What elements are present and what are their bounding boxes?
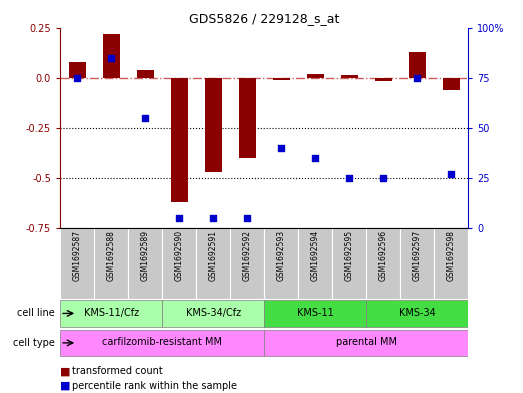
FancyBboxPatch shape [400, 228, 434, 299]
Text: cell type: cell type [13, 338, 55, 348]
Bar [69, 62, 86, 78]
Text: GSM1692591: GSM1692591 [209, 230, 218, 281]
FancyBboxPatch shape [94, 228, 128, 299]
Text: carfilzomib-resistant MM: carfilzomib-resistant MM [102, 337, 222, 347]
Bar [204, 78, 222, 172]
Text: KMS-34: KMS-34 [399, 308, 436, 318]
Point [413, 75, 422, 81]
FancyBboxPatch shape [162, 228, 196, 299]
FancyBboxPatch shape [60, 228, 94, 299]
FancyBboxPatch shape [298, 228, 332, 299]
Text: GSM1692598: GSM1692598 [447, 230, 456, 281]
Point [107, 55, 116, 61]
Bar [238, 78, 256, 158]
Point [243, 215, 252, 221]
Text: GSM1692593: GSM1692593 [277, 230, 286, 281]
FancyBboxPatch shape [366, 300, 468, 327]
Text: percentile rank within the sample: percentile rank within the sample [72, 381, 236, 391]
Point [175, 215, 184, 221]
Point [379, 174, 388, 181]
Text: ■: ■ [60, 381, 71, 391]
Bar [340, 75, 358, 78]
Text: GSM1692589: GSM1692589 [141, 230, 150, 281]
Text: GSM1692592: GSM1692592 [243, 230, 252, 281]
Text: parental MM: parental MM [336, 337, 396, 347]
Bar [272, 78, 290, 80]
Point [345, 174, 354, 181]
FancyBboxPatch shape [264, 330, 468, 356]
FancyBboxPatch shape [162, 300, 264, 327]
Bar [103, 33, 120, 78]
Point [73, 75, 82, 81]
FancyBboxPatch shape [332, 228, 366, 299]
Text: GSM1692594: GSM1692594 [311, 230, 320, 281]
Text: KMS-34/Cfz: KMS-34/Cfz [186, 308, 241, 318]
Text: GSM1692587: GSM1692587 [73, 230, 82, 281]
Text: cell line: cell line [17, 309, 55, 318]
FancyBboxPatch shape [264, 228, 298, 299]
FancyBboxPatch shape [128, 228, 162, 299]
Point [141, 115, 150, 121]
Text: ■: ■ [60, 366, 71, 376]
Text: GSM1692595: GSM1692595 [345, 230, 354, 281]
Text: transformed count: transformed count [72, 366, 163, 376]
FancyBboxPatch shape [366, 228, 400, 299]
Text: KMS-11/Cfz: KMS-11/Cfz [84, 308, 139, 318]
Bar [306, 73, 324, 78]
Point [209, 215, 218, 221]
Point [277, 145, 286, 151]
Point [447, 171, 456, 177]
Title: GDS5826 / 229128_s_at: GDS5826 / 229128_s_at [189, 12, 339, 25]
Point [311, 154, 320, 161]
Bar [374, 78, 392, 81]
FancyBboxPatch shape [60, 300, 162, 327]
Bar [442, 78, 460, 90]
FancyBboxPatch shape [230, 228, 264, 299]
FancyBboxPatch shape [434, 228, 468, 299]
FancyBboxPatch shape [60, 330, 264, 356]
Text: GSM1692590: GSM1692590 [175, 230, 184, 281]
Text: GSM1692596: GSM1692596 [379, 230, 388, 281]
FancyBboxPatch shape [196, 228, 230, 299]
Bar [170, 78, 188, 202]
Text: GSM1692588: GSM1692588 [107, 230, 116, 281]
Bar [408, 51, 426, 78]
FancyBboxPatch shape [264, 300, 366, 327]
Text: GSM1692597: GSM1692597 [413, 230, 422, 281]
Bar [137, 70, 154, 78]
Text: KMS-11: KMS-11 [297, 308, 334, 318]
